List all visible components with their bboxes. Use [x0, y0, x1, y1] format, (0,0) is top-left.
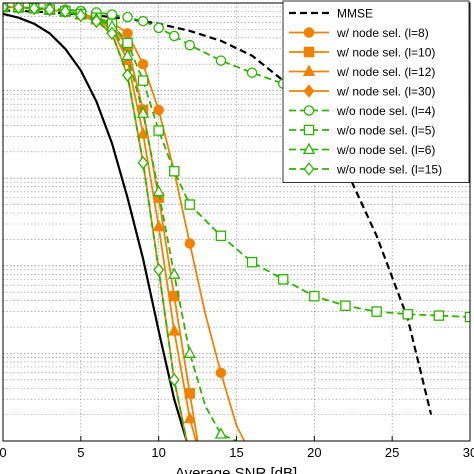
- series-0: [3, 12, 188, 441]
- data-point: [121, 48, 134, 61]
- legend-label: w/o node sel. (l=6): [336, 143, 435, 157]
- data-point: [153, 104, 164, 116]
- data-point: [106, 26, 118, 41]
- legend: MMSE w/ node sel. (l=8) w/ node sel. (l=10…: [282, 0, 470, 183]
- data-point: [303, 105, 315, 116]
- data-point: [153, 263, 165, 277]
- data-point: [215, 230, 227, 242]
- data-point: [168, 324, 181, 336]
- data-point: [136, 106, 150, 118]
- data-point: [214, 427, 228, 439]
- series-line: [3, 12, 188, 441]
- data-point: [137, 15, 149, 27]
- data-point: [3, 3, 9, 14]
- data-point: [215, 367, 227, 379]
- series-9: [3, 3, 188, 441]
- data-point: [153, 22, 164, 34]
- data-point: [246, 256, 258, 268]
- data-point: [152, 219, 165, 232]
- legend-label: w/o node sel. (l=15): [336, 163, 442, 177]
- data-point: [302, 142, 316, 155]
- data-point: [153, 125, 164, 136]
- data-point: [13, 3, 24, 15]
- data-point: [136, 127, 150, 139]
- series-layer: [3, 3, 470, 441]
- data-point: [303, 162, 315, 176]
- data-point: [122, 11, 133, 23]
- data-point: [137, 155, 149, 170]
- data-point: [303, 84, 315, 98]
- x-axis-label: Average SNR [dB]: [175, 465, 297, 474]
- x-axis-ticks: 0 5 10 15 20 25 30: [0, 436, 474, 460]
- legend-label: w/ node sel. (l=10): [336, 46, 435, 60]
- data-point: [184, 238, 196, 249]
- data-point: [168, 166, 180, 177]
- data-point: [215, 55, 227, 66]
- data-point: [183, 411, 196, 424]
- data-point: [152, 184, 165, 197]
- x-tick-label: 30: [463, 445, 474, 460]
- data-point: [340, 300, 351, 311]
- legend-label: w/o node sel. (l=4): [336, 104, 435, 118]
- data-point: [122, 28, 133, 39]
- data-point: [303, 46, 315, 58]
- data-point: [90, 14, 102, 28]
- data-point: [184, 39, 196, 51]
- data-point: [433, 310, 445, 321]
- data-point: [168, 267, 181, 279]
- legend-label: w/ node sel. (l=12): [336, 65, 435, 79]
- data-point: [371, 306, 382, 317]
- legend-label: w/o node sel. (l=5): [336, 124, 435, 138]
- data-point: [183, 346, 196, 358]
- data-point: [309, 290, 320, 302]
- data-point: [59, 4, 71, 19]
- data-point: [168, 30, 180, 42]
- data-point: [277, 274, 289, 285]
- x-tick-label: 10: [151, 445, 165, 460]
- legend-label: w/ node sel. (l=8): [336, 26, 429, 40]
- data-point: [184, 199, 196, 210]
- data-point: [44, 3, 56, 17]
- data-point: [28, 3, 40, 16]
- x-tick-label: 25: [385, 445, 399, 460]
- data-point: [106, 9, 118, 20]
- x-tick-label: 20: [307, 445, 321, 460]
- data-point: [137, 58, 149, 70]
- data-point: [302, 64, 316, 77]
- data-point: [303, 124, 315, 136]
- data-point: [402, 308, 413, 320]
- data-point: [246, 67, 258, 78]
- data-point: [137, 75, 149, 86]
- data-point: [303, 27, 315, 38]
- data-point: [75, 8, 87, 23]
- data-point: [122, 68, 133, 82]
- legend-label: MMSE: [337, 7, 373, 21]
- x-tick-label: 5: [77, 445, 84, 460]
- data-point: [168, 372, 180, 387]
- x-tick-label: 0: [0, 445, 7, 460]
- x-tick-label: 15: [229, 445, 243, 460]
- legend-label: w/ node sel. (l=30): [336, 85, 435, 99]
- series-line: [3, 6, 470, 101]
- data-point: [122, 37, 133, 49]
